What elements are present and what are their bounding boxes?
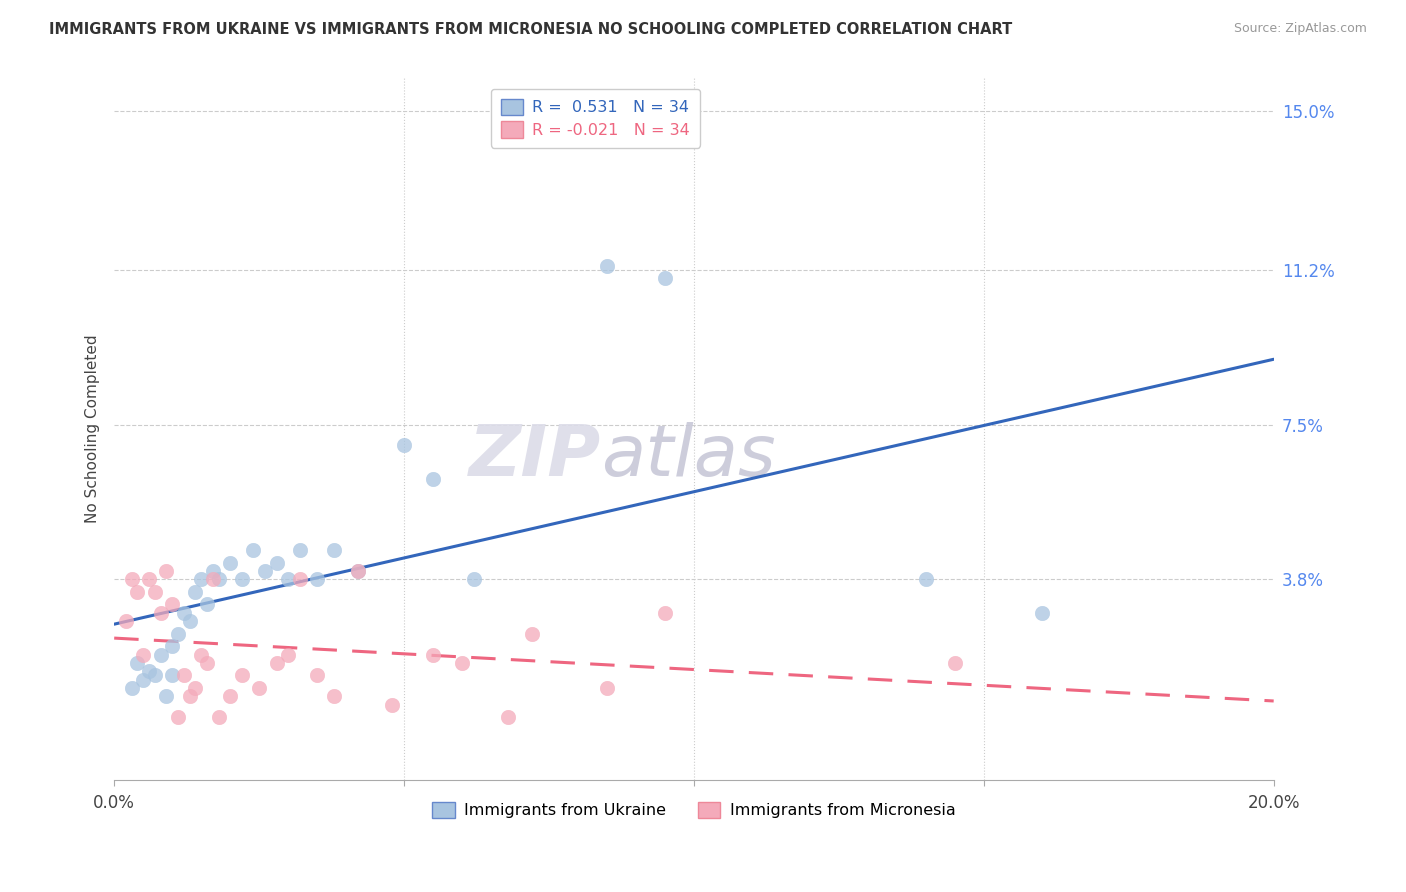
Point xyxy=(943,656,966,670)
Point xyxy=(201,572,224,586)
Point xyxy=(121,572,143,586)
Point xyxy=(184,681,207,695)
Point xyxy=(132,673,155,687)
Point xyxy=(596,259,619,273)
Point xyxy=(307,572,329,586)
Point xyxy=(167,626,190,640)
Point xyxy=(654,271,676,285)
Point xyxy=(498,710,520,724)
Point xyxy=(381,698,404,712)
Point xyxy=(138,572,160,586)
Point xyxy=(266,556,288,570)
Point xyxy=(132,648,155,662)
Point xyxy=(422,648,444,662)
Point xyxy=(179,614,201,628)
Point xyxy=(520,626,543,640)
Point xyxy=(167,710,190,724)
Point xyxy=(195,656,218,670)
Point xyxy=(173,668,195,682)
Text: Source: ZipAtlas.com: Source: ZipAtlas.com xyxy=(1233,22,1367,36)
Point xyxy=(190,572,212,586)
Point xyxy=(288,572,311,586)
Point xyxy=(155,690,177,704)
Point xyxy=(266,656,288,670)
Point xyxy=(323,690,346,704)
Point xyxy=(160,639,183,653)
Point xyxy=(654,606,676,620)
Point xyxy=(346,564,368,578)
Point xyxy=(277,648,299,662)
Point xyxy=(207,710,229,724)
Point xyxy=(277,572,299,586)
Point xyxy=(149,606,172,620)
Point xyxy=(143,584,166,599)
Legend: Immigrants from Ukraine, Immigrants from Micronesia: Immigrants from Ukraine, Immigrants from… xyxy=(426,796,962,825)
Point xyxy=(160,597,183,611)
Point xyxy=(127,656,149,670)
Point xyxy=(190,648,212,662)
Point xyxy=(143,668,166,682)
Point xyxy=(231,668,253,682)
Point xyxy=(114,614,136,628)
Point xyxy=(195,597,218,611)
Point xyxy=(207,572,229,586)
Point xyxy=(231,572,253,586)
Point xyxy=(392,438,415,452)
Point xyxy=(173,606,195,620)
Point xyxy=(451,656,474,670)
Point xyxy=(242,543,264,558)
Point xyxy=(149,648,172,662)
Y-axis label: No Schooling Completed: No Schooling Completed xyxy=(86,334,100,523)
Point xyxy=(184,584,207,599)
Point xyxy=(422,472,444,486)
Point xyxy=(914,572,936,586)
Point xyxy=(253,564,276,578)
Text: atlas: atlas xyxy=(602,422,776,491)
Point xyxy=(596,681,619,695)
Point xyxy=(138,665,160,679)
Point xyxy=(219,690,242,704)
Point xyxy=(307,668,329,682)
Point xyxy=(323,543,346,558)
Point xyxy=(179,690,201,704)
Point xyxy=(247,681,270,695)
Point xyxy=(155,564,177,578)
Point xyxy=(463,572,485,586)
Point xyxy=(288,543,311,558)
Point xyxy=(1031,606,1053,620)
Text: ZIP: ZIP xyxy=(470,422,602,491)
Text: IMMIGRANTS FROM UKRAINE VS IMMIGRANTS FROM MICRONESIA NO SCHOOLING COMPLETED COR: IMMIGRANTS FROM UKRAINE VS IMMIGRANTS FR… xyxy=(49,22,1012,37)
Point xyxy=(127,584,149,599)
Point xyxy=(201,564,224,578)
Point xyxy=(219,556,242,570)
Point xyxy=(346,564,368,578)
Point xyxy=(160,668,183,682)
Point xyxy=(121,681,143,695)
